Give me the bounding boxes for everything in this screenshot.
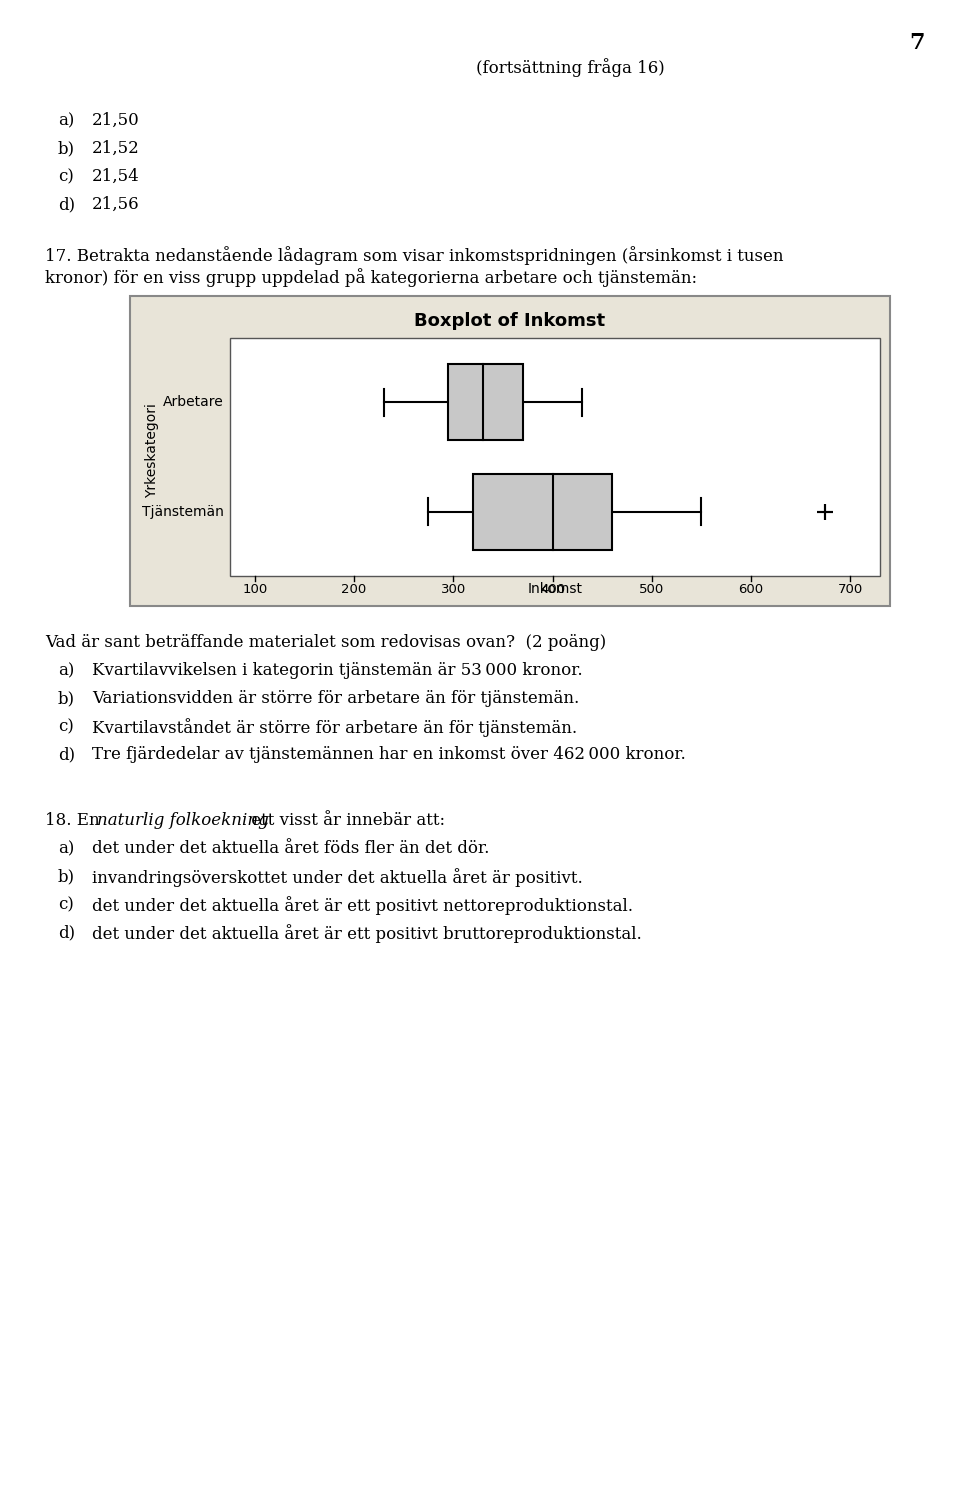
Text: d): d) <box>58 195 75 213</box>
Text: b): b) <box>58 690 75 707</box>
Text: 100: 100 <box>242 583 268 596</box>
Bar <box>230 338 880 576</box>
Text: b): b) <box>58 140 75 157</box>
Text: invandringsöverskottet under det aktuella året är positivt.: invandringsöverskottet under det aktuell… <box>92 868 583 887</box>
Text: Boxplot of Inkomst: Boxplot of Inkomst <box>415 312 606 330</box>
Text: 18. En: 18. En <box>45 813 105 829</box>
Text: Variationsvidden är större för arbetare än för tjänstemän.: Variationsvidden är större för arbetare … <box>92 690 579 707</box>
Bar <box>130 297 890 605</box>
Text: naturlig folkoekning: naturlig folkoekning <box>97 813 269 829</box>
Text: 700: 700 <box>838 583 863 596</box>
Text: Kvartilavvikelsen i kategorin tjänstemän är 53 000 kronor.: Kvartilavvikelsen i kategorin tjänstemän… <box>92 662 583 678</box>
Text: det under det aktuella året är ett positivt bruttoreproduktionstal.: det under det aktuella året är ett posit… <box>92 924 641 942</box>
Text: c): c) <box>58 168 74 185</box>
Text: kronor) för en viss grupp uppdelad på kategorierna arbetare och tjänstemän:: kronor) för en viss grupp uppdelad på ka… <box>45 268 697 286</box>
Text: 21,54: 21,54 <box>92 168 140 185</box>
Text: 400: 400 <box>540 583 565 596</box>
Text: 7: 7 <box>909 31 925 54</box>
Text: Inkomst: Inkomst <box>527 581 583 596</box>
Text: Tjänstemän: Tjänstemän <box>142 505 224 519</box>
Text: 500: 500 <box>639 583 664 596</box>
Text: Vad är sant beträffande materialet som redovisas ovan?  (2 poäng): Vad är sant beträffande materialet som r… <box>45 634 607 652</box>
Text: 200: 200 <box>342 583 367 596</box>
Text: ett visst år innebär att:: ett visst år innebär att: <box>246 813 445 829</box>
Text: c): c) <box>58 896 74 912</box>
Text: 21,56: 21,56 <box>92 195 139 213</box>
Bar <box>448 364 523 440</box>
Text: Kvartilavståndet är större för arbetare än för tjänstemän.: Kvartilavståndet är större för arbetare … <box>92 719 577 737</box>
Text: 300: 300 <box>441 583 466 596</box>
Text: 17. Betrakta nedanstående lådagram som visar inkomstspridningen (årsinkomst i tu: 17. Betrakta nedanstående lådagram som v… <box>45 246 783 265</box>
Text: (fortsättning fråga 16): (fortsättning fråga 16) <box>475 58 664 78</box>
Text: det under det aktuella året föds fler än det dör.: det under det aktuella året föds fler än… <box>92 839 490 857</box>
Text: Yrkeskategori: Yrkeskategori <box>145 404 159 498</box>
Text: d): d) <box>58 746 75 763</box>
Text: Tre fjärdedelar av tjänstemännen har en inkomst över 462 000 kronor.: Tre fjärdedelar av tjänstemännen har en … <box>92 746 685 763</box>
Text: 21,52: 21,52 <box>92 140 140 157</box>
Text: a): a) <box>58 839 74 857</box>
Text: 600: 600 <box>738 583 763 596</box>
Text: a): a) <box>58 662 74 678</box>
Text: a): a) <box>58 112 74 130</box>
Text: Arbetare: Arbetare <box>163 395 224 409</box>
Text: b): b) <box>58 868 75 886</box>
Text: d): d) <box>58 924 75 941</box>
Bar <box>473 474 612 550</box>
Text: c): c) <box>58 719 74 735</box>
Text: 21,50: 21,50 <box>92 112 140 130</box>
Text: det under det aktuella året är ett positivt nettoreproduktionstal.: det under det aktuella året är ett posit… <box>92 896 633 915</box>
